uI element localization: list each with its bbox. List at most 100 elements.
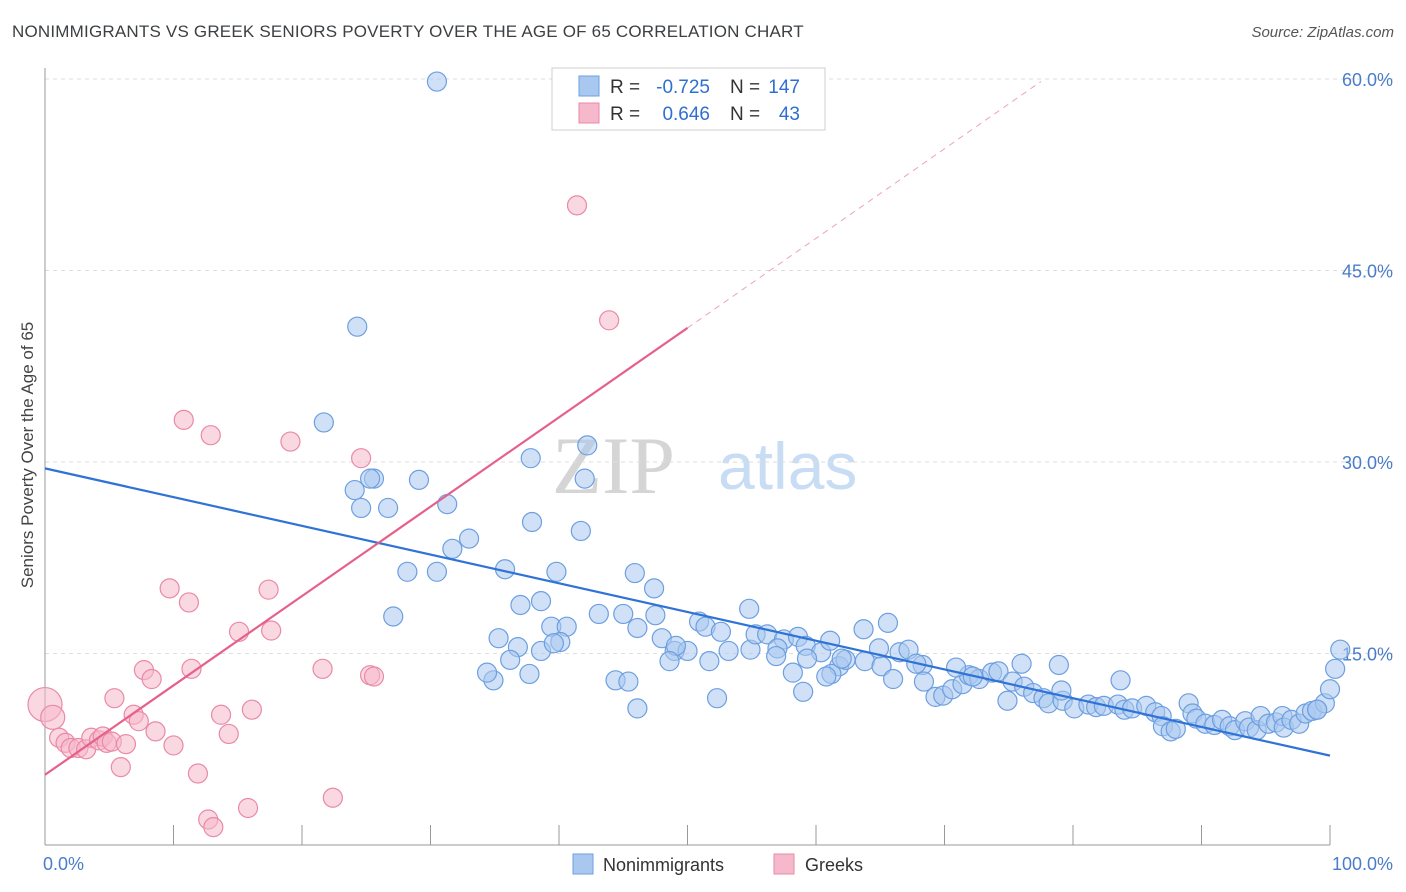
nonimmigrant-point	[397, 561, 418, 582]
nonimmigrant-point	[360, 468, 381, 489]
greek-point	[363, 666, 385, 687]
stats-legend-r-label: R =	[610, 77, 640, 98]
greek-point	[159, 578, 180, 599]
nonimmigrant-point	[1011, 653, 1032, 674]
nonimmigrant-point	[853, 619, 874, 640]
nonimmigrant-point	[351, 497, 372, 519]
stats-legend-n-label: N =	[730, 77, 760, 98]
greek-point	[110, 757, 131, 778]
nonimmigrant-point	[706, 688, 728, 709]
greek-point	[312, 658, 333, 679]
nonimmigrant-point	[521, 511, 543, 533]
nonimmigrant-point	[882, 668, 904, 690]
stats-legend-r-value: 0.646	[662, 104, 710, 125]
nonimmigrant-point	[347, 316, 368, 337]
legend-label-greeks: Greeks	[805, 855, 863, 875]
stats-legend-swatch-greeks	[578, 102, 600, 124]
stats-legend-r-value: -0.725	[656, 77, 710, 98]
nonimmigrant-point	[530, 591, 552, 612]
greek-point	[128, 711, 149, 732]
gridlines: 15.0% 30.0% 45.0% 60.0%	[45, 70, 1395, 665]
source-label: Source: ZipAtlas.com	[1251, 24, 1394, 41]
nonimmigrant-point	[574, 468, 595, 489]
nonimmigrant-point	[570, 520, 591, 542]
nonimmigrant-point	[816, 666, 837, 687]
y-tick-label: 30.0%	[1342, 453, 1393, 473]
stats-legend-n-value: 147	[768, 77, 800, 98]
y-tick-label: 60.0%	[1342, 70, 1393, 90]
greek-point	[40, 704, 66, 730]
greek-point	[141, 668, 162, 690]
nonimmigrant-point	[793, 681, 814, 702]
nonimmigrant-point	[877, 612, 899, 633]
nonimmigrant-point	[488, 628, 509, 649]
greek-point	[218, 723, 239, 745]
legend-swatch-greeks	[773, 853, 795, 875]
legend-label-nonimmigrants: Nonimmigrants	[603, 855, 724, 875]
y-axis-label: Seniors Poverty Over the Age of 65	[18, 322, 37, 588]
greek-point	[178, 592, 200, 613]
greek-point	[599, 310, 620, 331]
nonimmigrant-point	[546, 561, 567, 582]
greek-point	[203, 817, 224, 838]
x-tick-label: 100.0%	[1332, 854, 1393, 874]
greek-point	[173, 409, 194, 430]
nonimmigrant-point	[699, 651, 720, 672]
trend-layer	[44, 81, 1331, 776]
nonimmigrant-point	[820, 630, 841, 651]
nonimmigrant-point	[500, 649, 521, 670]
greek-point	[163, 735, 184, 756]
stats-legend-n-value: 43	[779, 104, 800, 125]
greek-point	[351, 448, 372, 469]
nonimmigrant-point	[1330, 639, 1351, 660]
greek-point	[228, 621, 250, 642]
points-layer	[27, 71, 1351, 838]
stats-legend-swatch-nonimmigrants	[578, 75, 600, 97]
greek-point	[258, 579, 279, 600]
watermark-zip: ZIP	[552, 420, 675, 511]
greek-point	[280, 431, 301, 452]
greek-point	[237, 797, 259, 819]
nonimmigrant-point	[997, 690, 1018, 711]
greek-point	[145, 721, 166, 742]
nonimmigrant-point	[519, 663, 540, 685]
nonimmigrant-point	[1307, 699, 1328, 720]
nonimmigrant-point	[408, 469, 430, 490]
greek-point	[261, 620, 282, 641]
greek-point	[200, 425, 221, 446]
greek-point	[241, 699, 262, 720]
nonimmigrant-point	[1165, 718, 1186, 739]
nonimmigrant-point	[426, 71, 448, 92]
nonimmigrant-point	[1319, 679, 1341, 700]
nonimmigrant-point	[458, 528, 480, 549]
nonimmigrant-point	[659, 651, 680, 672]
nonimmigrant-point	[796, 648, 818, 669]
nonimmigrant-point	[588, 603, 609, 625]
nonimmigrant-point	[782, 662, 803, 683]
nonimmigrant-point	[766, 645, 787, 667]
nonimmigrant-point	[1048, 654, 1069, 676]
greek-point	[566, 195, 588, 216]
nonimmigrant-point	[543, 633, 564, 654]
nonimmigrant-trend-line	[44, 467, 1331, 757]
greek-point	[322, 787, 343, 808]
greek-trend-line	[44, 327, 689, 776]
nonimmigrant-point	[613, 603, 634, 625]
nonimmigrant-point	[313, 412, 334, 433]
nonimmigrant-point	[377, 497, 399, 519]
stats-legend-r-label: R =	[610, 104, 640, 125]
y-tick-label: 15.0%	[1342, 645, 1393, 665]
nonimmigrant-point	[913, 671, 935, 692]
nonimmigrant-point	[1325, 658, 1346, 679]
nonimmigrant-point	[624, 562, 645, 584]
nonimmigrant-point	[426, 561, 448, 582]
stats-legend-n-label: N =	[730, 104, 760, 125]
chart-title: NONIMMIGRANTS VS GREEK SENIORS POVERTY O…	[12, 22, 804, 41]
nonimmigrant-point	[510, 594, 531, 616]
nonimmigrant-point	[710, 621, 732, 642]
nonimmigrant-point	[627, 698, 648, 719]
greek-point	[115, 734, 137, 755]
watermark-atlas: atlas	[718, 429, 857, 503]
legend-swatch-nonimmigrants	[572, 853, 594, 875]
greek-point	[210, 704, 232, 725]
